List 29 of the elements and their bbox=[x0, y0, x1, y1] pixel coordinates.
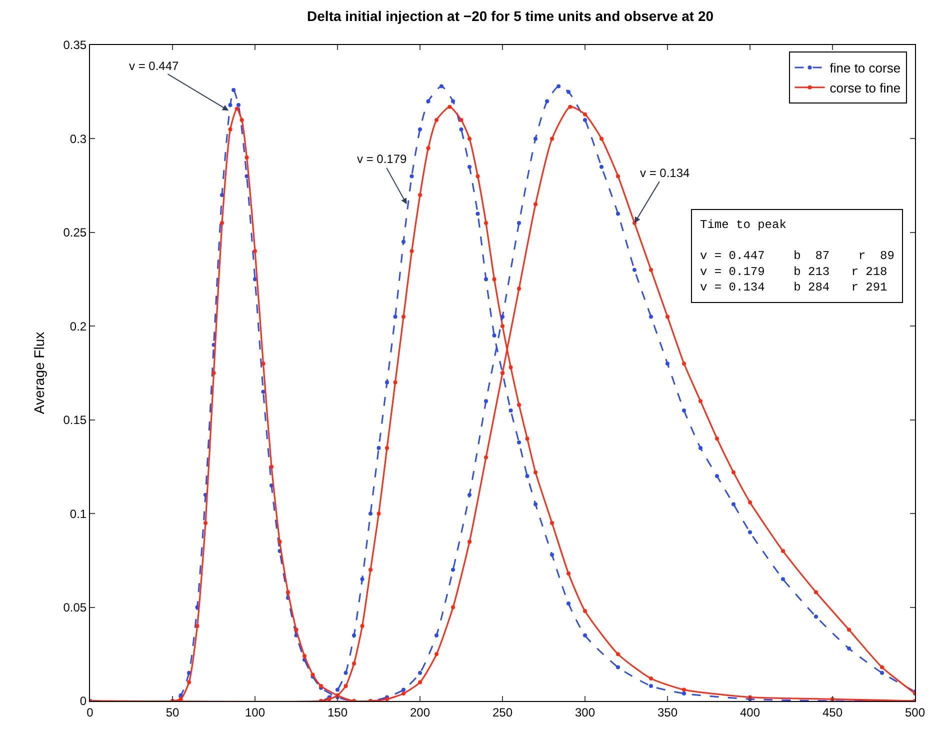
legend-label: corse to fine bbox=[830, 80, 901, 96]
y-tick-label: 0.2 bbox=[70, 319, 87, 334]
y-tick-label: 0.1 bbox=[70, 506, 87, 521]
annotation: v = 0.447 b 87 r 89 bbox=[700, 249, 894, 264]
chart-title: Delta initial injection at −20 for 5 time units and observe at 20 bbox=[307, 8, 714, 24]
y-tick-label: 0.05 bbox=[63, 600, 87, 614]
annotation: v = 0.179 bbox=[357, 152, 408, 166]
x-tick-label: 50 bbox=[166, 705, 180, 720]
x-tick-label: 350 bbox=[657, 705, 678, 720]
annotation: Time to peak bbox=[700, 218, 786, 232]
x-tick-label: 300 bbox=[574, 705, 596, 720]
legend-label: fine to corse bbox=[830, 60, 901, 76]
x-tick-label: 150 bbox=[327, 705, 348, 720]
annotation: v = 0.447 bbox=[129, 59, 180, 73]
y-tick-label: 0.35 bbox=[63, 38, 87, 52]
annotation: v = 0.134 b 284 r 291 bbox=[700, 280, 888, 294]
x-tick-label: 400 bbox=[740, 705, 760, 720]
y-tick-label: 0.25 bbox=[63, 226, 87, 240]
y-tick-label: 0 bbox=[80, 694, 87, 708]
annotation: v = 0.179 b 213 r 218 bbox=[700, 264, 888, 279]
x-tick-label: 450 bbox=[822, 705, 843, 720]
x-tick-label: 100 bbox=[244, 705, 266, 720]
x-tick-label: 200 bbox=[410, 705, 430, 720]
annotation: v = 0.134 bbox=[640, 166, 690, 180]
x-tick-label: 250 bbox=[492, 705, 513, 720]
x-tick-label: 500 bbox=[904, 705, 926, 720]
y-tick-label: 0.3 bbox=[70, 132, 87, 146]
y-tick-label: 0.15 bbox=[63, 413, 87, 428]
y-axis-title: Average Flux bbox=[30, 332, 47, 414]
